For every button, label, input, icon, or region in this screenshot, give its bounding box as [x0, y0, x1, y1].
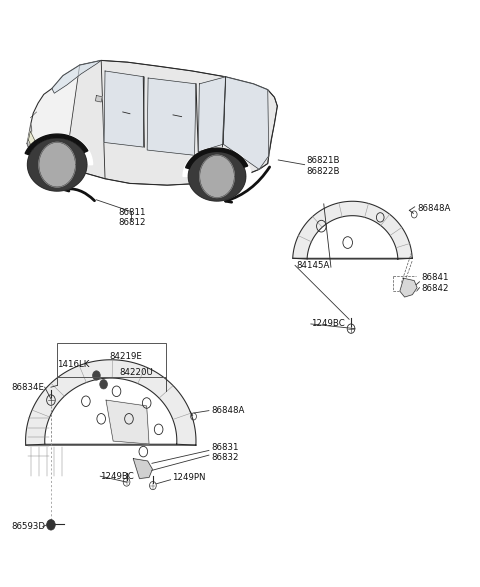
Polygon shape: [28, 131, 35, 150]
Polygon shape: [27, 139, 87, 191]
Polygon shape: [52, 60, 101, 93]
Polygon shape: [183, 148, 251, 176]
Polygon shape: [200, 156, 234, 197]
Circle shape: [47, 519, 55, 530]
Bar: [57, 343, 166, 377]
Polygon shape: [65, 60, 277, 185]
Text: 84220U: 84220U: [120, 368, 153, 377]
Text: 86593D: 86593D: [11, 522, 45, 531]
Polygon shape: [25, 134, 88, 154]
Text: 86841
86842: 86841 86842: [421, 274, 448, 293]
Polygon shape: [293, 201, 412, 259]
Text: 86848A: 86848A: [417, 204, 450, 213]
Text: 1249PN: 1249PN: [172, 474, 205, 483]
Text: 86831
86832: 86831 86832: [211, 443, 239, 463]
Text: 1249BC: 1249BC: [100, 472, 134, 481]
Text: 86811
86812: 86811 86812: [118, 208, 145, 227]
Polygon shape: [27, 124, 32, 149]
Polygon shape: [39, 143, 75, 187]
Polygon shape: [188, 152, 246, 201]
Polygon shape: [106, 400, 149, 444]
Polygon shape: [400, 278, 417, 297]
Polygon shape: [223, 77, 269, 170]
Text: 86834E: 86834E: [11, 383, 44, 392]
Polygon shape: [186, 148, 248, 168]
Polygon shape: [198, 77, 226, 152]
Text: 1416LK: 1416LK: [57, 360, 90, 369]
Polygon shape: [133, 458, 153, 478]
Polygon shape: [22, 134, 93, 165]
Text: 84219E: 84219E: [110, 352, 143, 361]
Text: 86821B
86822B: 86821B 86822B: [306, 156, 339, 176]
Polygon shape: [27, 60, 277, 185]
Circle shape: [93, 371, 100, 380]
Text: 84145A: 84145A: [297, 261, 330, 270]
Polygon shape: [96, 96, 102, 102]
Text: 86848A: 86848A: [211, 406, 245, 415]
Polygon shape: [104, 71, 144, 147]
Polygon shape: [25, 360, 196, 445]
Circle shape: [100, 380, 108, 389]
Text: 1249BC: 1249BC: [311, 319, 345, 329]
Polygon shape: [147, 78, 196, 156]
